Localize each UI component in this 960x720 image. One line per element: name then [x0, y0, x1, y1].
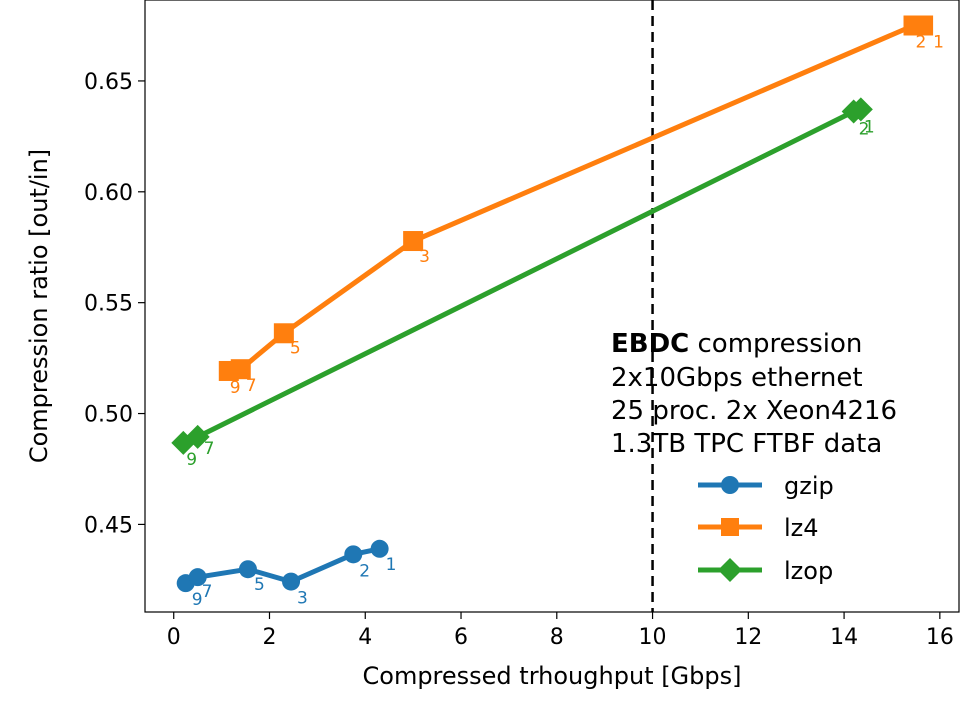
data-point — [403, 231, 424, 252]
point-label: 9 — [192, 590, 203, 610]
y-tick-label: 0.65 — [84, 70, 133, 95]
point-label: 1 — [864, 117, 875, 137]
point-label: 1 — [386, 555, 397, 575]
point-label: 7 — [202, 582, 213, 602]
x-tick-label: 12 — [734, 625, 762, 650]
point-label: 2 — [859, 120, 870, 140]
series-gzip: 9 7 5 3 2 1 — [176, 539, 397, 610]
x-tick-label: 0 — [167, 625, 181, 650]
x-tick-label: 10 — [639, 625, 667, 650]
x-tick-label: 8 — [550, 625, 564, 650]
legend-entry-lz4: lz4 — [698, 514, 819, 542]
data-point — [848, 97, 873, 122]
data-point — [185, 424, 210, 449]
point-label: 7 — [204, 439, 215, 459]
point-label: 1 — [933, 33, 944, 53]
y-tick-label: 0.50 — [84, 403, 133, 428]
y-tick-label: 0.60 — [84, 181, 133, 206]
data-point — [188, 568, 207, 587]
y-tick-label: 0.45 — [84, 513, 133, 538]
annotation-title-rest: compression — [689, 329, 862, 359]
point-label: 9 — [186, 450, 197, 470]
point-label: 2 — [916, 33, 927, 53]
data-point — [273, 323, 294, 344]
legend-label: lzop — [784, 557, 833, 585]
point-label: 5 — [290, 338, 301, 358]
annotation-line: 2x10Gbps ethernet — [611, 363, 863, 393]
legend-entry-gzip: gzip — [698, 472, 834, 500]
annotation-title-bold: EBDC — [611, 329, 689, 359]
x-tick-label: 6 — [454, 625, 468, 650]
plot-frame — [144, 0, 960, 613]
x-tick-label: 2 — [262, 625, 276, 650]
data-point — [230, 359, 251, 380]
svg-text:EBDC compression: EBDC compression — [611, 329, 862, 359]
x-tick-label: 16 — [926, 625, 954, 650]
point-label: 3 — [419, 247, 430, 267]
y-tick-label: 0.55 — [84, 292, 133, 317]
data-point — [282, 572, 301, 591]
legend: gzip lz4 lzop — [698, 472, 834, 585]
data-point — [913, 15, 934, 36]
data-point — [370, 539, 389, 558]
annotation-line: 1.3TB TPC FTBF data — [611, 429, 882, 459]
legend-label: lz4 — [784, 514, 819, 542]
point-label: 2 — [359, 561, 370, 581]
y-axis-label: Compression ratio [out/in] — [25, 149, 53, 463]
point-label: 5 — [254, 575, 265, 595]
legend-entry-lzop: lzop — [698, 557, 833, 585]
x-axis-label: Compressed trhoughput [Gbps] — [363, 662, 742, 690]
data-point — [344, 545, 363, 564]
point-label: 9 — [230, 378, 241, 398]
point-label: 7 — [246, 376, 257, 396]
x-tick-label: 14 — [830, 625, 858, 650]
data-point — [238, 560, 257, 579]
annotation-box: EBDC compression 2x10Gbps ethernet 25 pr… — [611, 329, 897, 459]
legend-label: gzip — [784, 472, 834, 500]
x-tick-label: 4 — [358, 625, 372, 650]
point-label: 3 — [297, 589, 308, 609]
annotation-line: 25 proc. 2x Xeon4216 — [611, 396, 897, 426]
